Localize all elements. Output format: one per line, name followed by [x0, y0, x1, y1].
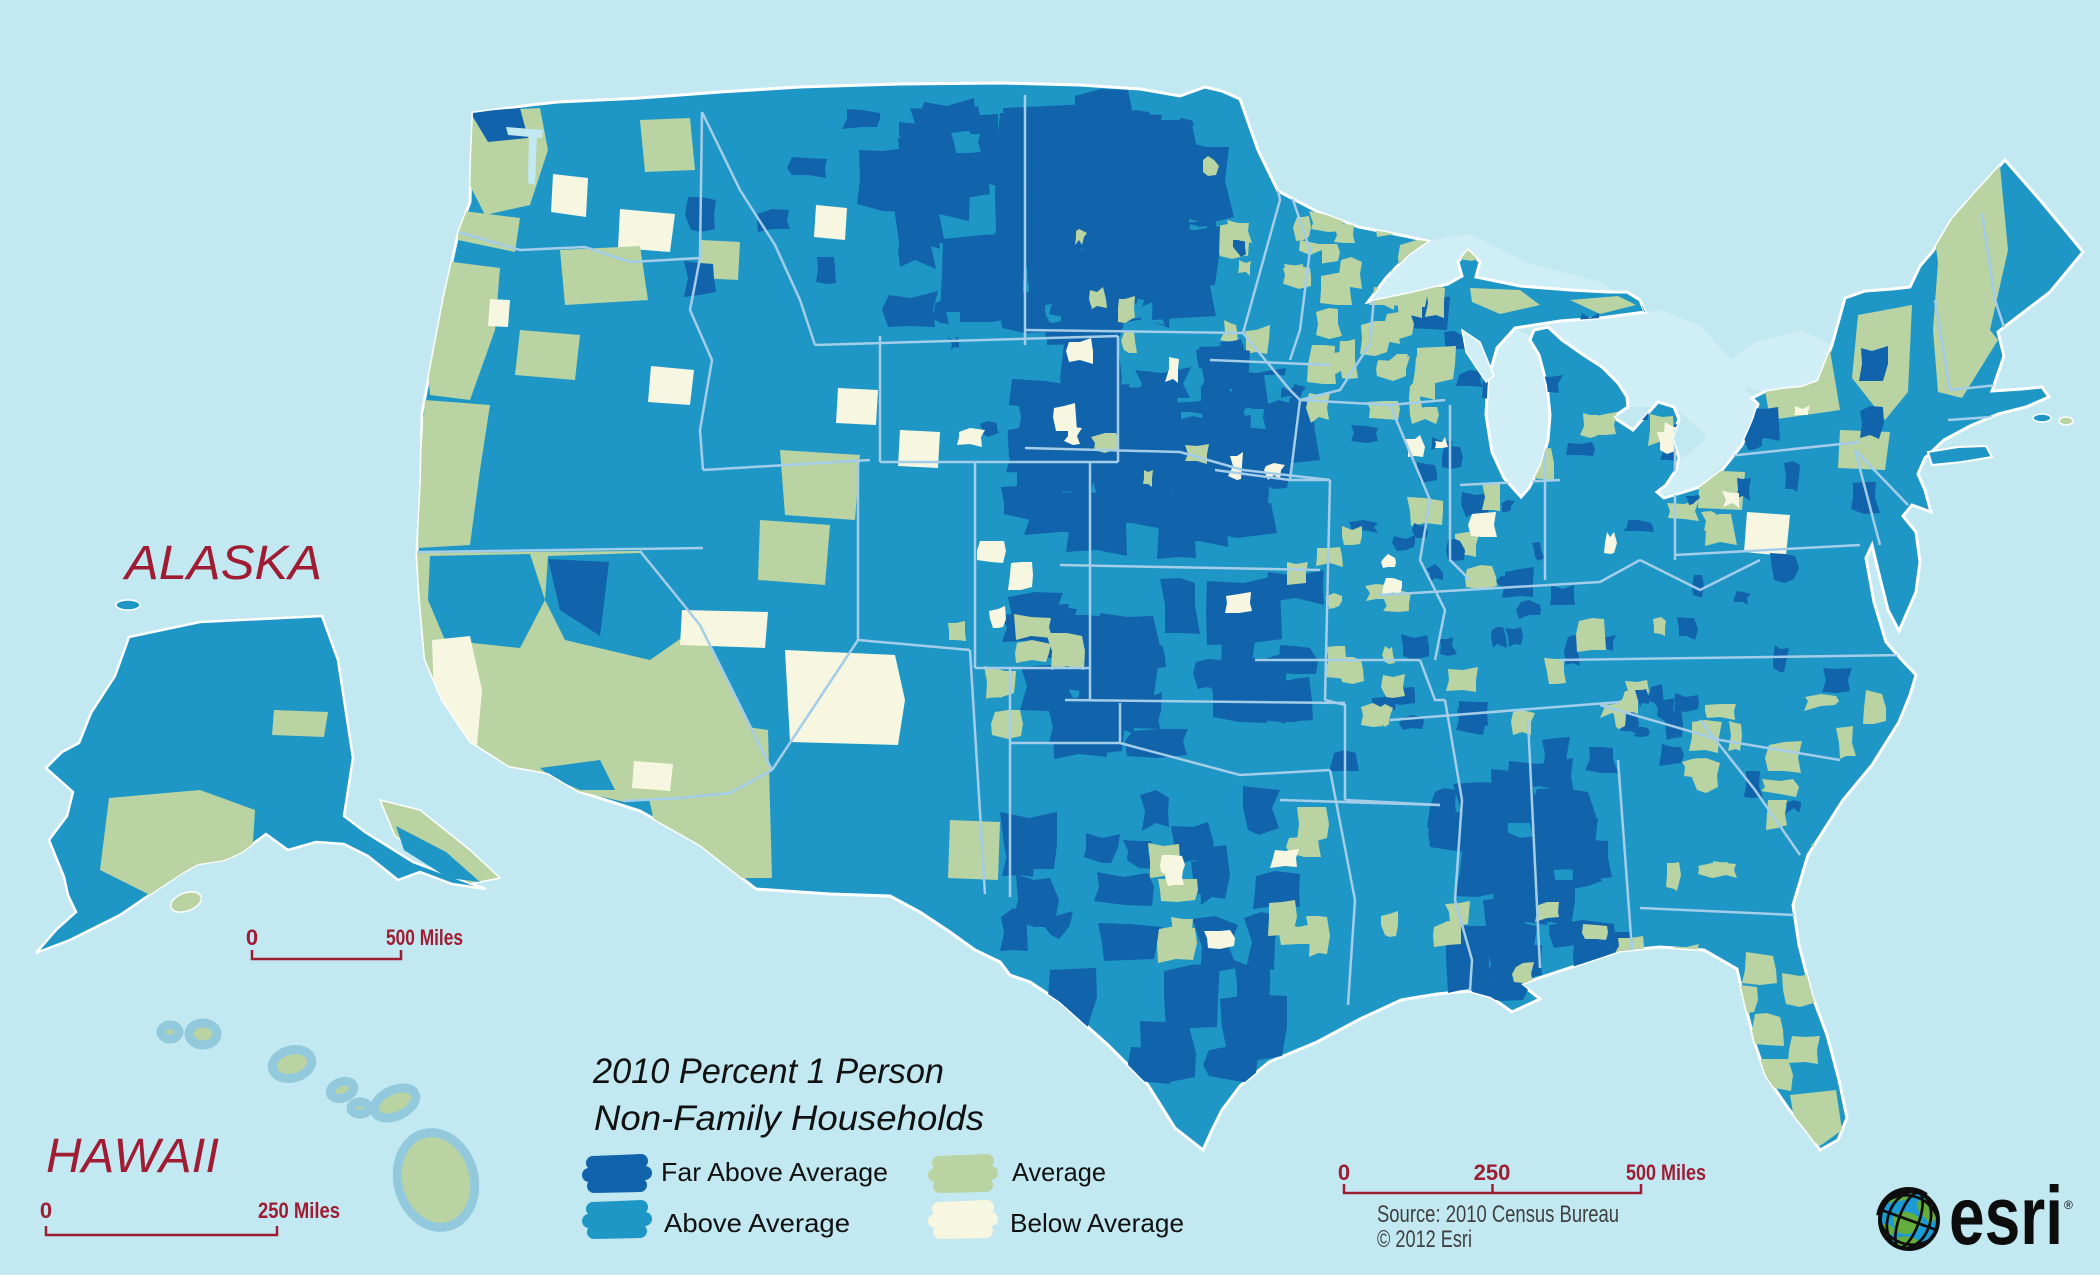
svg-text:esri: esri — [1949, 1169, 2063, 1262]
svg-text:250 Miles: 250 Miles — [258, 1198, 340, 1223]
svg-text:0: 0 — [246, 925, 258, 950]
svg-text:500 Miles: 500 Miles — [386, 925, 463, 950]
svg-text:Source: 2010 Census Bureau: Source: 2010 Census Bureau — [1377, 1201, 1619, 1228]
svg-text:250: 250 — [1474, 1160, 1511, 1185]
svg-text:HAWAII: HAWAII — [46, 1130, 219, 1183]
svg-text:ALASKA: ALASKA — [122, 537, 322, 590]
svg-text:Above Average: Above Average — [664, 1208, 850, 1238]
svg-text:®: ® — [2064, 1198, 2073, 1212]
svg-text:© 2012 Esri: © 2012 Esri — [1377, 1226, 1472, 1253]
svg-text:0: 0 — [1338, 1160, 1350, 1185]
svg-text:Average: Average — [1012, 1157, 1106, 1187]
svg-text:500 Miles: 500 Miles — [1626, 1160, 1706, 1185]
svg-text:Non-Family Households: Non-Family Households — [594, 1099, 984, 1138]
svg-text:0: 0 — [40, 1198, 52, 1223]
svg-text:2010 Percent 1 Person: 2010 Percent 1 Person — [592, 1052, 944, 1091]
svg-text:Far Above Average: Far Above Average — [661, 1157, 888, 1187]
svg-text:Below Average: Below Average — [1010, 1208, 1184, 1238]
